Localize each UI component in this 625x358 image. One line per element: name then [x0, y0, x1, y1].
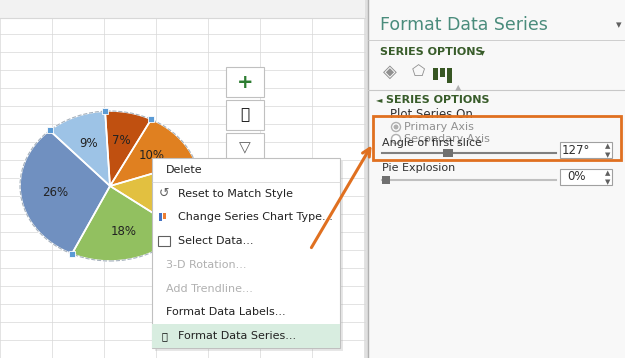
Polygon shape	[110, 119, 195, 186]
Bar	[152, 158, 340, 348]
Text: ▼: ▼	[605, 179, 611, 185]
Circle shape	[391, 122, 401, 131]
Text: 0%: 0%	[567, 170, 585, 184]
Text: ▲: ▲	[455, 83, 461, 92]
Bar	[433, 68, 438, 80]
Text: Select Data...: Select Data...	[178, 236, 254, 246]
Text: Format Data Series: Format Data Series	[380, 16, 548, 34]
Text: Pie Explosion: Pie Explosion	[382, 163, 455, 173]
Text: Add Trendline...: Add Trendline...	[166, 284, 253, 294]
Text: 7%: 7%	[112, 134, 131, 147]
Bar	[152, 324, 340, 348]
Circle shape	[394, 125, 399, 130]
Text: ▲: ▲	[605, 170, 611, 176]
Text: Secondary Axis: Secondary Axis	[404, 134, 490, 144]
Text: 127°: 127°	[562, 144, 590, 156]
Bar	[226, 67, 264, 97]
Text: Angle of first slice: Angle of first slice	[382, 138, 482, 148]
Text: 3-D Rotation...: 3-D Rotation...	[166, 260, 246, 270]
Bar	[159, 213, 162, 221]
Bar	[0, 0, 365, 18]
Text: 18%: 18%	[111, 224, 136, 238]
Bar	[163, 213, 166, 219]
Text: ▽: ▽	[239, 140, 251, 155]
Text: 9%: 9%	[79, 137, 98, 150]
Text: Delete: Delete	[166, 165, 202, 175]
Text: Plot Series On: Plot Series On	[390, 107, 473, 121]
Text: 26%: 26%	[42, 187, 68, 199]
Polygon shape	[110, 161, 200, 231]
Text: ◄: ◄	[376, 96, 382, 105]
Bar	[447, 68, 452, 83]
Bar	[443, 149, 453, 157]
Text: +: +	[237, 73, 253, 92]
Bar	[155, 161, 343, 351]
Bar	[560, 142, 612, 158]
Text: ▾: ▾	[616, 20, 622, 30]
Text: Change Series Chart Type...: Change Series Chart Type...	[178, 212, 333, 222]
Text: ▲: ▲	[605, 143, 611, 149]
Text: 13%: 13%	[152, 187, 178, 200]
Bar	[373, 116, 621, 160]
Text: ↺: ↺	[159, 187, 169, 200]
Text: Reset to Match Style: Reset to Match Style	[178, 189, 293, 199]
Text: Format Data Labels...: Format Data Labels...	[166, 308, 286, 318]
Bar	[560, 169, 612, 185]
Text: ⬠: ⬠	[411, 64, 424, 79]
Bar	[0, 0, 365, 358]
Polygon shape	[20, 130, 110, 254]
Text: Primary Axis: Primary Axis	[404, 122, 474, 132]
Bar	[226, 133, 264, 163]
Circle shape	[391, 135, 401, 144]
Text: SERIES OPTIONS: SERIES OPTIONS	[386, 95, 489, 105]
Text: ▼: ▼	[605, 152, 611, 158]
Bar	[158, 236, 170, 246]
Polygon shape	[105, 111, 151, 186]
Bar	[368, 0, 625, 358]
Text: ▾: ▾	[480, 47, 485, 57]
Polygon shape	[72, 186, 182, 261]
Text: Format Data Series...: Format Data Series...	[178, 331, 296, 341]
Bar	[382, 176, 390, 184]
Polygon shape	[49, 111, 110, 186]
Text: ◈: ◈	[383, 63, 397, 81]
Text: 10%: 10%	[139, 149, 165, 162]
Text: 🖌: 🖌	[241, 107, 249, 122]
Bar	[440, 68, 445, 77]
Text: 🖌: 🖌	[161, 331, 167, 341]
Text: SERIES OPTIONS: SERIES OPTIONS	[380, 47, 484, 57]
Bar	[226, 100, 264, 130]
